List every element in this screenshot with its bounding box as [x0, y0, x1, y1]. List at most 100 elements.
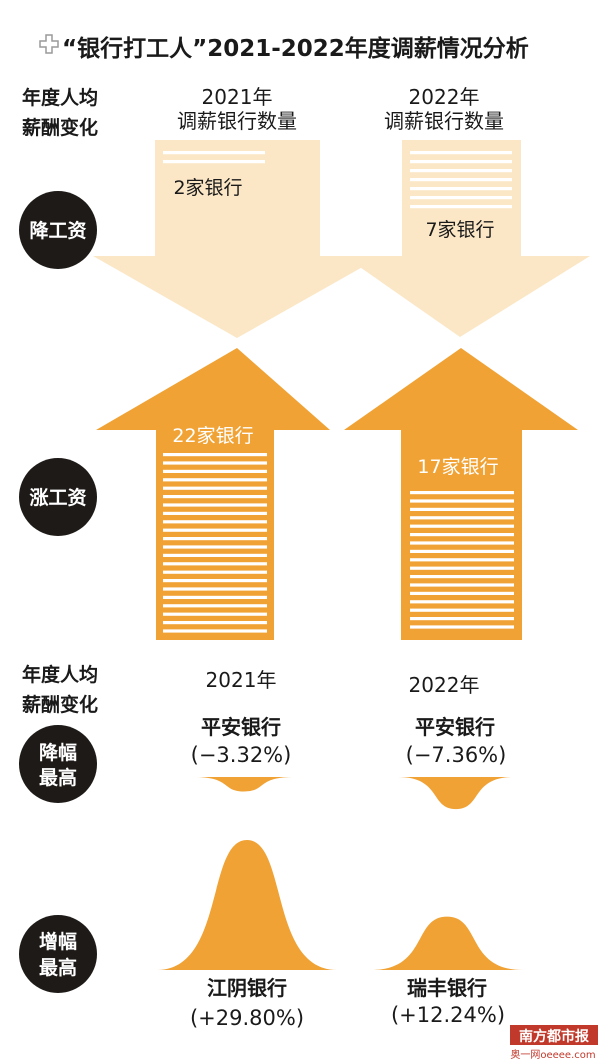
raise-2022-stripe: [410, 566, 514, 570]
raise-2021-stripe: [163, 562, 267, 566]
raise-2022-stripe: [410, 575, 514, 579]
raise-2021-stripe: [163, 604, 267, 608]
cut-2022-stripe: [410, 151, 512, 155]
badge-max-raise: 增幅 最高: [19, 915, 97, 993]
max-raise-2021-bank: 江阴银行: [207, 976, 287, 1000]
raise-2022-bank-stripes: [410, 491, 514, 629]
raise-2021-stripe: [163, 520, 267, 524]
arrow-down-2021: [93, 140, 382, 338]
col-2022-sub: 调薪银行数量: [384, 109, 504, 133]
badge-max-cut: 降幅 最高: [19, 725, 97, 803]
logo-name: 南方都市报: [519, 1028, 589, 1045]
raise-2021-stripe: [163, 595, 267, 599]
cut-2022-stripe: [410, 187, 512, 191]
col-2021-sub: 调薪银行数量: [177, 109, 297, 133]
badge-max-raise-line2: 最高: [39, 956, 77, 979]
cut-2021-stripe: [163, 160, 265, 164]
cut-2022-stripe: [410, 196, 512, 200]
row-header2-line1: 年度人均: [22, 663, 98, 686]
raise-2022-stripe: [410, 558, 514, 562]
raise-2022-stripe: [410, 491, 514, 495]
max-raise-2022-value: (+12.24%): [391, 1003, 505, 1027]
max-cut-2022-value: (−7.36%): [406, 743, 507, 767]
max-raise-2021-curve: [157, 840, 337, 970]
max-raise-2022-curve: [371, 916, 523, 970]
raise-2021-stripe: [163, 587, 267, 591]
max-cut-2022-curve: [398, 777, 514, 810]
badge-cut: 降工资: [19, 191, 97, 269]
raise-2021-stripe: [163, 511, 267, 515]
max-raise-2022-bank: 瑞丰银行: [407, 976, 487, 1000]
raise-2022-stripe: [410, 549, 514, 553]
row-header-line1: 年度人均: [22, 86, 98, 109]
raise-2022-stripe: [410, 533, 514, 537]
raise-2021-stripe: [163, 621, 267, 625]
raise-2021-stripe: [163, 545, 267, 549]
raise-2022-stripe: [410, 516, 514, 520]
raise-2022-stripe: [410, 583, 514, 587]
logo-site: 奥一网oeeee.com: [510, 1048, 595, 1061]
raise-2022-stripe: [410, 625, 514, 629]
raise-2021-stripe: [163, 612, 267, 616]
raise-2021-stripe: [163, 453, 267, 457]
raise-2021-label: 22家银行: [172, 425, 253, 447]
cut-2022-label: 7家银行: [425, 219, 494, 241]
chart-title: “银行打工人”2021-2022年度调薪情况分析: [62, 35, 529, 62]
badge-cut-text: 降工资: [29, 219, 86, 242]
cut-2021-stripe: [163, 151, 265, 155]
raise-2021-stripe: [163, 469, 267, 473]
badge-raise: 涨工资: [19, 458, 97, 536]
arrow-up-2021: [96, 348, 330, 640]
cut-2022-stripe: [410, 178, 512, 182]
raise-2022-label: 17家银行: [417, 456, 498, 478]
raise-2021-stripe: [163, 503, 267, 507]
raise-2021-stripe: [163, 570, 267, 574]
cut-2022-stripe: [410, 160, 512, 164]
raise-2022-stripe: [410, 541, 514, 545]
raise-2021-bank-stripes: [163, 453, 267, 633]
year-2021: 2021年: [206, 668, 277, 692]
raise-2021-stripe: [163, 461, 267, 465]
badge-max-raise-line1: 增幅: [39, 930, 77, 953]
cut-2021-label: 2家银行: [173, 177, 242, 199]
raise-2022-stripe: [410, 499, 514, 503]
cut-2021-bank-stripes: [163, 151, 265, 164]
raise-2022-stripe: [410, 617, 514, 621]
raise-2021-stripe: [163, 579, 267, 583]
badge-max-cut-line1: 降幅: [39, 741, 77, 764]
raise-2022-stripe: [410, 524, 514, 528]
arrow-down-2022: [344, 140, 590, 337]
row-header-line2: 薪酬变化: [22, 116, 98, 139]
raise-2022-stripe: [410, 507, 514, 511]
raise-2021-stripe: [163, 528, 267, 532]
raise-2022-stripe: [410, 600, 514, 604]
plus-icon: [39, 34, 59, 54]
col-2022-year: 2022年: [409, 85, 480, 109]
newspaper-logo: 南方都市报 奥一网oeeee.com: [510, 1025, 598, 1061]
cut-2022-stripe: [410, 205, 512, 209]
raise-2021-stripe: [163, 495, 267, 499]
max-cut-2022-bank: 平安银行: [415, 715, 495, 739]
raise-2022-stripe: [410, 608, 514, 612]
raise-2021-stripe: [163, 478, 267, 482]
badge-max-cut-line2: 最高: [39, 766, 77, 789]
raise-2021-stripe: [163, 486, 267, 490]
row-header2-line2: 薪酬变化: [22, 693, 98, 716]
raise-2021-stripe: [163, 553, 267, 557]
raise-2021-stripe: [163, 629, 267, 633]
max-cut-2021-bank: 平安银行: [201, 715, 281, 739]
cut-2022-bank-stripes: [410, 151, 512, 209]
max-raise-2021-value: (+29.80%): [190, 1006, 304, 1030]
col-2021-year: 2021年: [202, 85, 273, 109]
raise-2022-stripe: [410, 591, 514, 595]
cut-2022-stripe: [410, 169, 512, 173]
year-2022: 2022年: [409, 673, 480, 697]
max-cut-2021-value: (−3.32%): [191, 743, 292, 767]
max-cut-2021-curve: [194, 777, 294, 792]
bell-marks: [157, 777, 523, 970]
badge-raise-text: 涨工资: [29, 486, 86, 509]
title-group: “银行打工人”2021-2022年度调薪情况分析: [39, 34, 529, 62]
raise-2021-stripe: [163, 537, 267, 541]
